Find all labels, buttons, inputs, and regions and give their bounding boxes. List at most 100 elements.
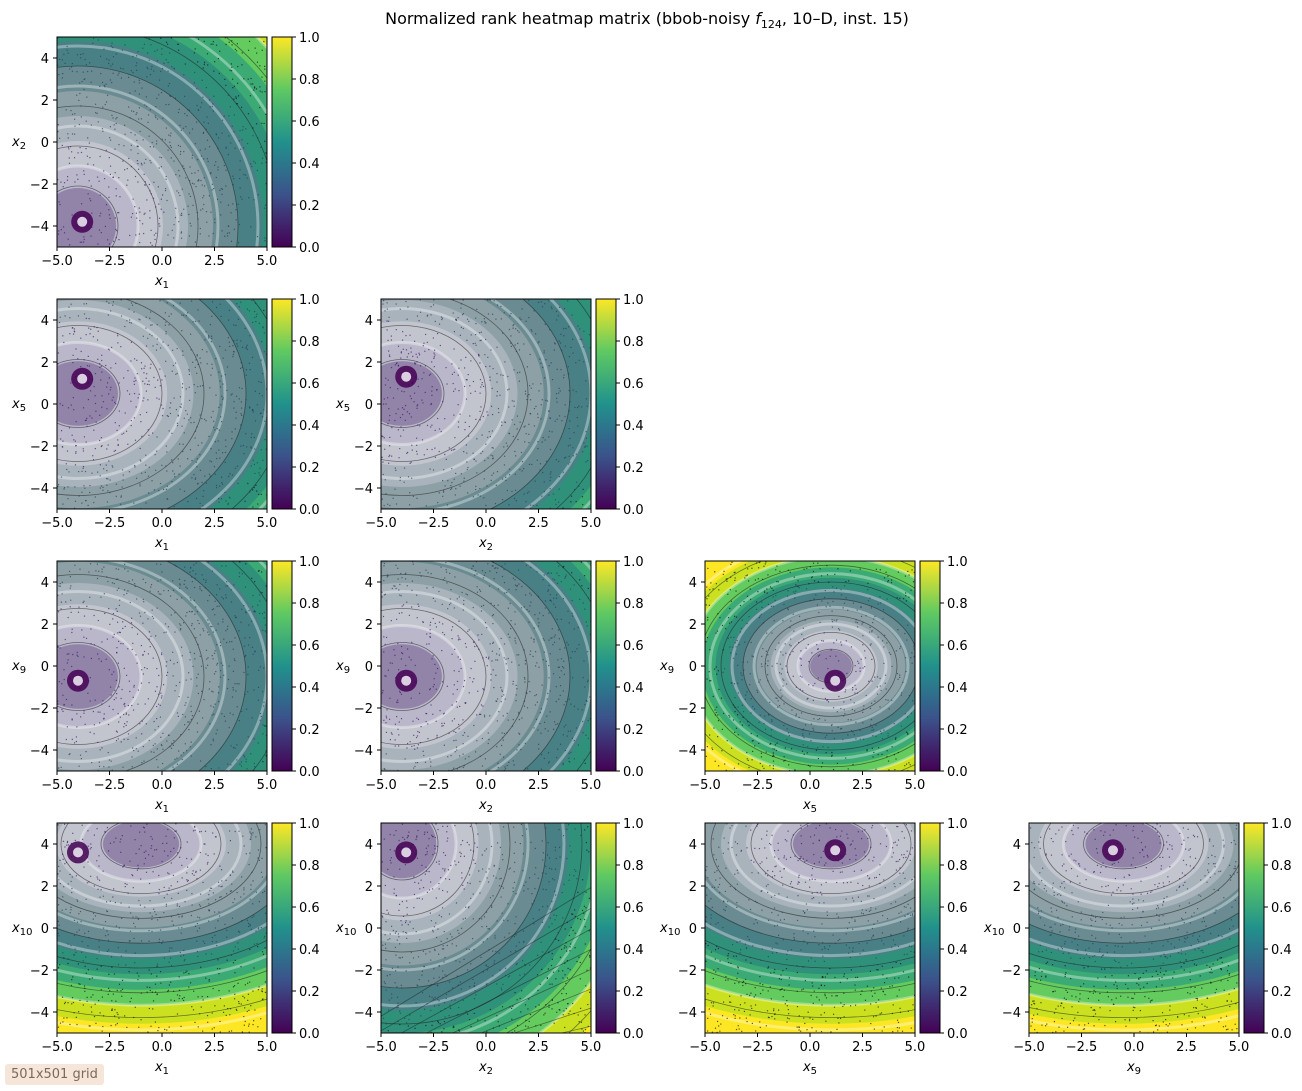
y-tick-label: −2 <box>354 702 373 717</box>
colorbar-tick-label: 0.8 <box>299 597 320 612</box>
x-tick-label: −5.0 <box>365 516 397 531</box>
y-tick-label: 2 <box>41 94 49 109</box>
y-tick-label: 0 <box>365 922 373 937</box>
x-tick-label: 5.0 <box>257 1040 278 1055</box>
x-tick-label: 5.0 <box>581 1040 602 1055</box>
colorbar-tick-label: 0.0 <box>299 1027 320 1042</box>
colorbar-tick-label: 1.0 <box>947 555 968 570</box>
colorbar-tick-label: 0.6 <box>623 639 644 654</box>
colorbar-tick-label: 0.6 <box>299 901 320 916</box>
x-tick-label: 2.5 <box>528 1040 549 1055</box>
colorbar-tick-label: 0.4 <box>299 419 320 434</box>
colorbar-tick-label: 0.8 <box>1271 859 1292 874</box>
colorbar-tick-label: 0.8 <box>299 859 320 874</box>
y-tick-label: 4 <box>365 838 373 853</box>
y-tick-label: −2 <box>354 964 373 979</box>
x-tick-label: −2.5 <box>1066 1040 1098 1055</box>
y-tick-label: −4 <box>30 482 49 497</box>
y-tick-label: 2 <box>365 880 373 895</box>
heatmap-field <box>57 37 267 247</box>
y-tick-label: 4 <box>1013 838 1021 853</box>
y-tick-label: −2 <box>30 702 49 717</box>
colorbar-tick-label: 0.0 <box>947 765 968 780</box>
y-tick-label: −2 <box>30 178 49 193</box>
y-tick-label: 0 <box>365 660 373 675</box>
x-tick-label: 0.0 <box>152 778 173 793</box>
x-tick-label: 0.0 <box>152 1040 173 1055</box>
x-axis-label: x1 <box>154 274 169 291</box>
colorbar-tick-label: 1.0 <box>299 293 320 308</box>
colorbar-tick-label: 0.0 <box>1271 1027 1292 1042</box>
colorbar-tick-label: 0.0 <box>623 1027 644 1042</box>
heatmap-field <box>57 823 267 1033</box>
y-tick-label: 0 <box>41 922 49 937</box>
x-tick-label: 2.5 <box>528 516 549 531</box>
x-tick-label: 5.0 <box>257 778 278 793</box>
colorbar: 0.0 0.2 0.4 0.6 0.8 1.0 <box>919 817 968 1042</box>
colorbar-tick-label: 0.4 <box>947 681 968 696</box>
heatmap-field <box>381 561 591 771</box>
x-tick-label: 0.0 <box>800 778 821 793</box>
colorbar-tick-label: 0.6 <box>947 639 968 654</box>
x-tick-label: −2.5 <box>94 1040 126 1055</box>
x-tick-label: 2.5 <box>852 778 873 793</box>
colorbar-tick-label: 0.6 <box>299 377 320 392</box>
x-tick-label: −5.0 <box>41 1040 73 1055</box>
colorbar-tick-label: 0.8 <box>947 597 968 612</box>
colorbar: 0.0 0.2 0.4 0.6 0.8 1.0 <box>271 817 320 1042</box>
colorbar-tick-label: 0.0 <box>947 1027 968 1042</box>
colorbar-tick-label: 1.0 <box>299 817 320 832</box>
x-tick-label: 5.0 <box>257 516 278 531</box>
panel-x2-x5: −5.0 −2.5 0.0 2.5 5.0 −4 −2 0 2 4 x2 x5 0.0 0.2 0.4 0.6… <box>335 293 644 553</box>
x-tick-label: 2.5 <box>528 778 549 793</box>
colorbar-tick-label: 0.8 <box>947 859 968 874</box>
figure-title: Normalized rank heatmap matrix (bbob-noi… <box>385 9 909 31</box>
y-axis-label: x9 <box>659 659 674 676</box>
y-tick-label: 2 <box>689 880 697 895</box>
heatmap-field <box>1029 823 1239 1033</box>
colorbar-tick-label: 0.6 <box>1271 901 1292 916</box>
x-tick-label: −2.5 <box>94 516 126 531</box>
colorbar-tick-label: 0.4 <box>623 943 644 958</box>
y-tick-label: 0 <box>41 660 49 675</box>
colorbar-tick-label: 0.6 <box>299 639 320 654</box>
x-tick-label: 2.5 <box>204 254 225 269</box>
x-tick-label: −5.0 <box>41 778 73 793</box>
x-tick-label: 5.0 <box>905 1040 926 1055</box>
x-axis-label: x1 <box>154 536 169 553</box>
colorbar: 0.0 0.2 0.4 0.6 0.8 1.0 <box>919 555 968 780</box>
colorbar-tick-label: 0.6 <box>947 901 968 916</box>
y-tick-label: 2 <box>365 618 373 633</box>
colorbar-tick-label: 0.8 <box>299 73 320 88</box>
x-tick-label: −2.5 <box>418 778 450 793</box>
y-tick-label: 2 <box>41 356 49 371</box>
x-axis-label: x2 <box>478 536 493 553</box>
colorbar: 0.0 0.2 0.4 0.6 0.8 1.0 <box>595 555 644 780</box>
x-axis-label: x2 <box>478 1060 493 1077</box>
x-tick-label: 5.0 <box>905 778 926 793</box>
panel-x9-x10: −5.0 −2.5 0.0 2.5 5.0−4−2024x9x100.00.20.40.… <box>983 817 1292 1077</box>
x-tick-label: 2.5 <box>204 1040 225 1055</box>
x-tick-label: 0.0 <box>1124 1040 1145 1055</box>
y-tick-label: −4 <box>354 744 373 759</box>
x-tick-label: 2.5 <box>204 778 225 793</box>
colorbar-tick-label: 0.2 <box>1271 985 1292 1000</box>
colorbar-tick-label: 0.4 <box>299 157 320 172</box>
colorbar-tick-label: 0.0 <box>299 765 320 780</box>
y-tick-label: 0 <box>41 398 49 413</box>
colorbar-tick-label: 0.2 <box>299 461 320 476</box>
colorbar-tick-label: 0.8 <box>623 859 644 874</box>
y-tick-label: 2 <box>1013 880 1021 895</box>
panel-x5-x9: −5.0 −2.5 0.0 2.5 5.0 −4 −2 0 2 4 x5 x9 0.0 0.2 0.4 0.6… <box>659 555 968 815</box>
colorbar-tick-label: 0.0 <box>623 765 644 780</box>
colorbar: 0.0 0.2 0.4 0.6 0.8 1.0 <box>271 555 320 780</box>
x-axis-label: x5 <box>802 1060 817 1077</box>
y-axis-label: x9 <box>335 659 350 676</box>
colorbar-tick-label: 1.0 <box>947 817 968 832</box>
x-axis-label: x1 <box>154 1060 169 1077</box>
y-tick-label: −4 <box>30 744 49 759</box>
x-tick-label: −5.0 <box>41 254 73 269</box>
heatmap-field <box>57 561 267 771</box>
x-tick-label: −5.0 <box>41 516 73 531</box>
x-tick-label: 5.0 <box>1229 1040 1250 1055</box>
